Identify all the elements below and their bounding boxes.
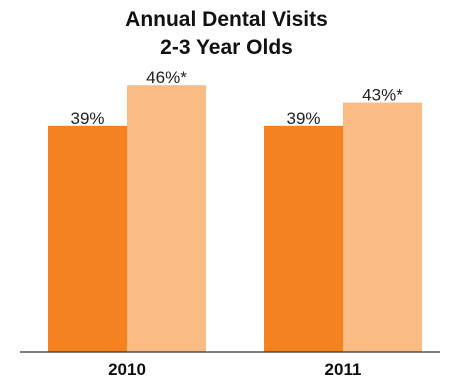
bar-2010-series-2 <box>127 85 206 352</box>
x-tick-labels-group: 2010 2011 <box>108 360 361 379</box>
data-label-2011-series-2: 43%* <box>362 86 403 105</box>
bar-2010-series-1 <box>48 125 127 352</box>
data-label-2010-series-1: 39% <box>70 109 104 128</box>
chart-title-line-1: Annual Dental Visits <box>125 8 328 31</box>
data-labels-group: 39% 46%* 39% 43%* <box>70 68 403 128</box>
data-label-2010-series-2: 46%* <box>146 68 187 87</box>
bar-2011-series-1 <box>264 125 343 352</box>
x-tick-label-2011: 2011 <box>325 360 362 379</box>
x-tick-label-2010: 2010 <box>108 360 146 379</box>
bar-2011-series-2 <box>343 102 422 352</box>
data-label-2011-series-1: 39% <box>286 109 320 128</box>
chart-title-line-2: 2-3 Year Olds <box>160 36 293 59</box>
bars-group <box>48 85 422 352</box>
